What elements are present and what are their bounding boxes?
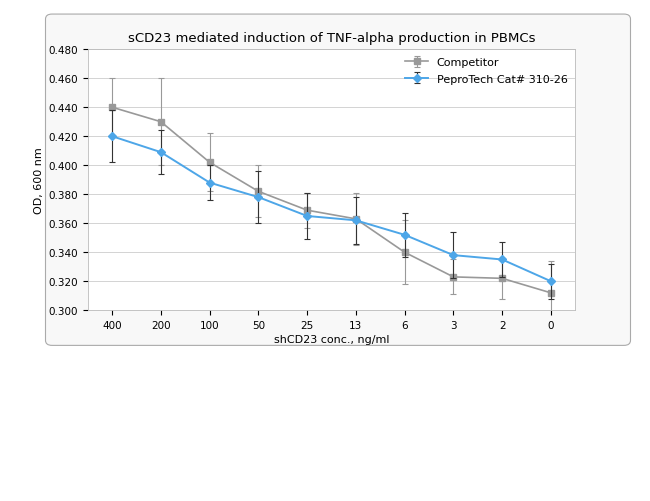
Y-axis label: OD, 600 nm: OD, 600 nm (34, 147, 44, 213)
Legend: Competitor, PeproTech Cat# 310-26: Competitor, PeproTech Cat# 310-26 (401, 54, 572, 89)
Title: sCD23 mediated induction of TNF-alpha production in PBMCs: sCD23 mediated induction of TNF-alpha pr… (128, 32, 535, 45)
X-axis label: shCD23 conc., ng/ml: shCD23 conc., ng/ml (274, 335, 389, 345)
